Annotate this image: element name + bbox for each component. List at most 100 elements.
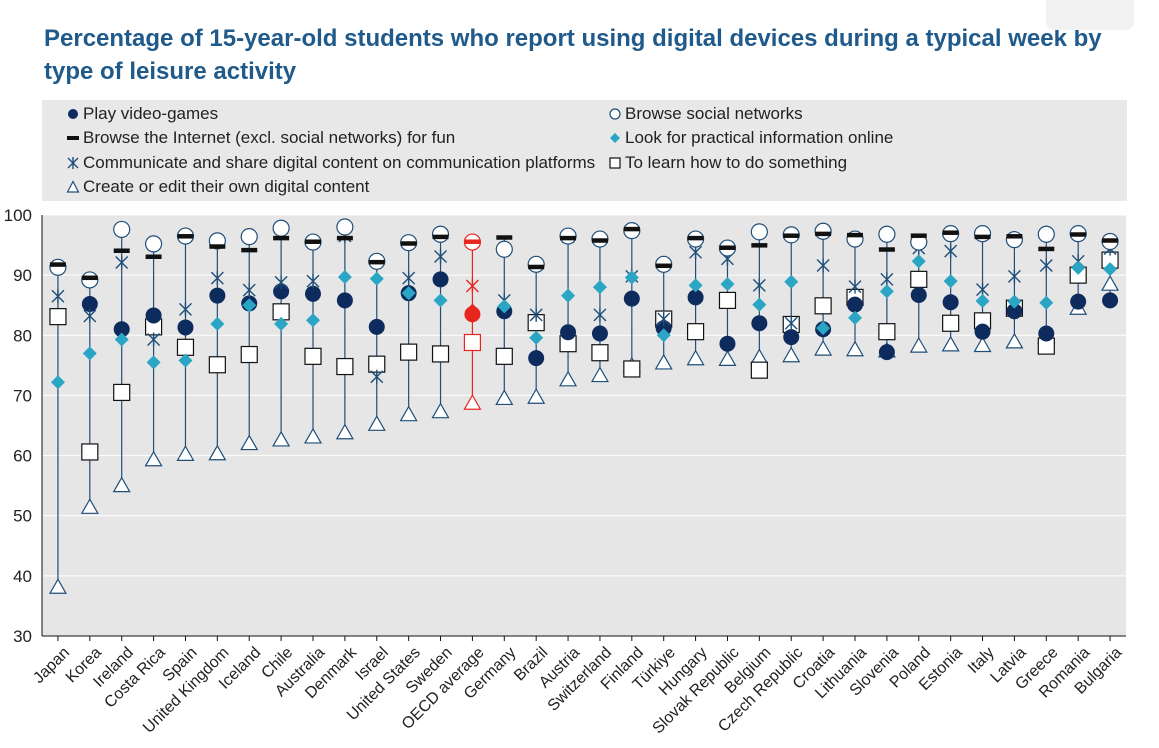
play-video-games-marker <box>783 329 800 346</box>
create-edit-marker <box>686 349 705 366</box>
category-markers <box>240 228 259 451</box>
category-markers <box>718 239 737 366</box>
category-markers <box>590 230 609 383</box>
y-tick-label: 60 <box>13 447 32 466</box>
play-video-games-marker <box>336 292 353 309</box>
y-tick-label: 80 <box>13 326 32 345</box>
create-edit-marker <box>208 444 227 461</box>
open-circle-marker-icon <box>609 108 621 120</box>
practical-info-marker <box>1007 294 1022 309</box>
learn-how-marker <box>176 338 195 356</box>
learn-how-marker <box>910 270 928 288</box>
legend-label: Browse social networks <box>625 104 803 123</box>
legend-item-learn-how: To learn how to do something <box>608 151 847 175</box>
learn-how-marker <box>814 297 832 315</box>
play-video-games-marker <box>623 290 640 307</box>
create-edit-marker <box>80 498 99 514</box>
practical-info-marker <box>624 270 639 285</box>
y-tick-label: 30 <box>13 627 32 646</box>
create-edit-marker <box>431 402 450 419</box>
create-edit-marker <box>845 340 865 357</box>
bookmark-tab[interactable] <box>1046 0 1134 30</box>
learn-how-marker <box>623 360 641 378</box>
communicate-share-marker <box>944 244 958 259</box>
communicate-share-marker <box>880 272 894 287</box>
practical-info-marker <box>465 303 480 318</box>
create-edit-marker <box>527 388 546 404</box>
communicate-share-marker <box>147 332 161 347</box>
legend-label: Look for practical information online <box>625 128 894 147</box>
browse-internet-marker <box>783 233 800 238</box>
learn-how-marker <box>686 323 705 341</box>
play-video-games-marker <box>1102 292 1119 309</box>
play-video-games-marker <box>878 344 895 361</box>
practical-info-marker <box>1103 262 1118 277</box>
browse-internet-marker <box>878 247 895 252</box>
practical-info-marker <box>1039 295 1054 310</box>
learn-how-marker <box>591 344 609 362</box>
category-markers <box>877 225 896 361</box>
legend-label: Communicate and share digital content on… <box>83 153 596 172</box>
category-markers <box>782 226 801 363</box>
create-edit-marker <box>718 350 737 366</box>
play-video-games-marker <box>591 325 608 342</box>
legend-label: Browse the Internet (excl. social networ… <box>83 128 456 147</box>
browse-internet-marker <box>719 245 736 250</box>
category-markers <box>1069 225 1088 315</box>
y-tick-label: 70 <box>13 386 32 405</box>
category-markers <box>399 234 418 422</box>
learn-how-marker <box>495 347 513 365</box>
practical-info-marker <box>529 330 544 345</box>
play-video-games-marker <box>942 294 959 311</box>
communicate-share-marker <box>657 312 671 327</box>
play-video-games-marker <box>560 324 577 341</box>
legend-label: Create or edit their own digital content <box>83 177 370 196</box>
create-edit-marker <box>335 423 354 440</box>
learn-how-marker <box>463 333 482 352</box>
practical-info-marker <box>210 316 225 331</box>
practical-info-marker <box>114 332 129 347</box>
browse-social-marker <box>814 222 832 240</box>
practical-info-marker <box>497 299 512 314</box>
category-markers <box>654 255 673 370</box>
practical-info-marker <box>688 278 703 293</box>
legend-item-play-video-games: Play video-games <box>66 102 218 126</box>
communicate-share-marker <box>178 302 192 317</box>
play-video-games-marker <box>655 320 672 337</box>
practical-info-marker <box>337 269 352 284</box>
create-edit-marker <box>909 336 928 353</box>
category-markers <box>112 220 131 493</box>
learn-how-marker <box>368 355 386 373</box>
learn-how-marker <box>304 347 322 365</box>
category-markers <box>909 233 928 353</box>
create-edit-marker <box>399 405 418 422</box>
learn-how-marker <box>240 345 258 364</box>
play-video-games-marker <box>273 283 290 300</box>
practical-info-marker <box>784 274 799 289</box>
learn-how-marker <box>431 345 450 363</box>
play-video-games-marker <box>113 321 130 338</box>
practical-info-marker <box>656 328 671 343</box>
y-tick-label: 100 <box>4 206 32 225</box>
teal-diamond-marker-icon <box>610 133 620 143</box>
browse-internet-marker <box>496 235 513 240</box>
learn-how-marker <box>81 443 99 461</box>
category-markers <box>686 230 705 366</box>
practical-info-marker <box>879 284 894 299</box>
category-markers <box>941 225 960 352</box>
legend-label: Play video-games <box>83 104 219 123</box>
play-video-games-marker <box>910 286 927 303</box>
asterisk-marker-icon <box>67 157 79 169</box>
browse-social-marker <box>272 219 290 237</box>
create-edit-marker <box>367 415 386 431</box>
communicate-share-marker <box>51 289 65 304</box>
play-video-games-marker <box>368 318 385 335</box>
learn-how-marker <box>878 323 896 341</box>
browse-internet-marker <box>687 235 704 241</box>
legend-item-browse-social: Browse social networks <box>608 102 803 126</box>
category-markers <box>335 218 354 440</box>
browse-internet-marker <box>81 275 98 281</box>
communicate-share-marker <box>816 258 830 273</box>
browse-social-marker <box>1037 225 1055 243</box>
browse-internet-marker <box>560 235 577 241</box>
